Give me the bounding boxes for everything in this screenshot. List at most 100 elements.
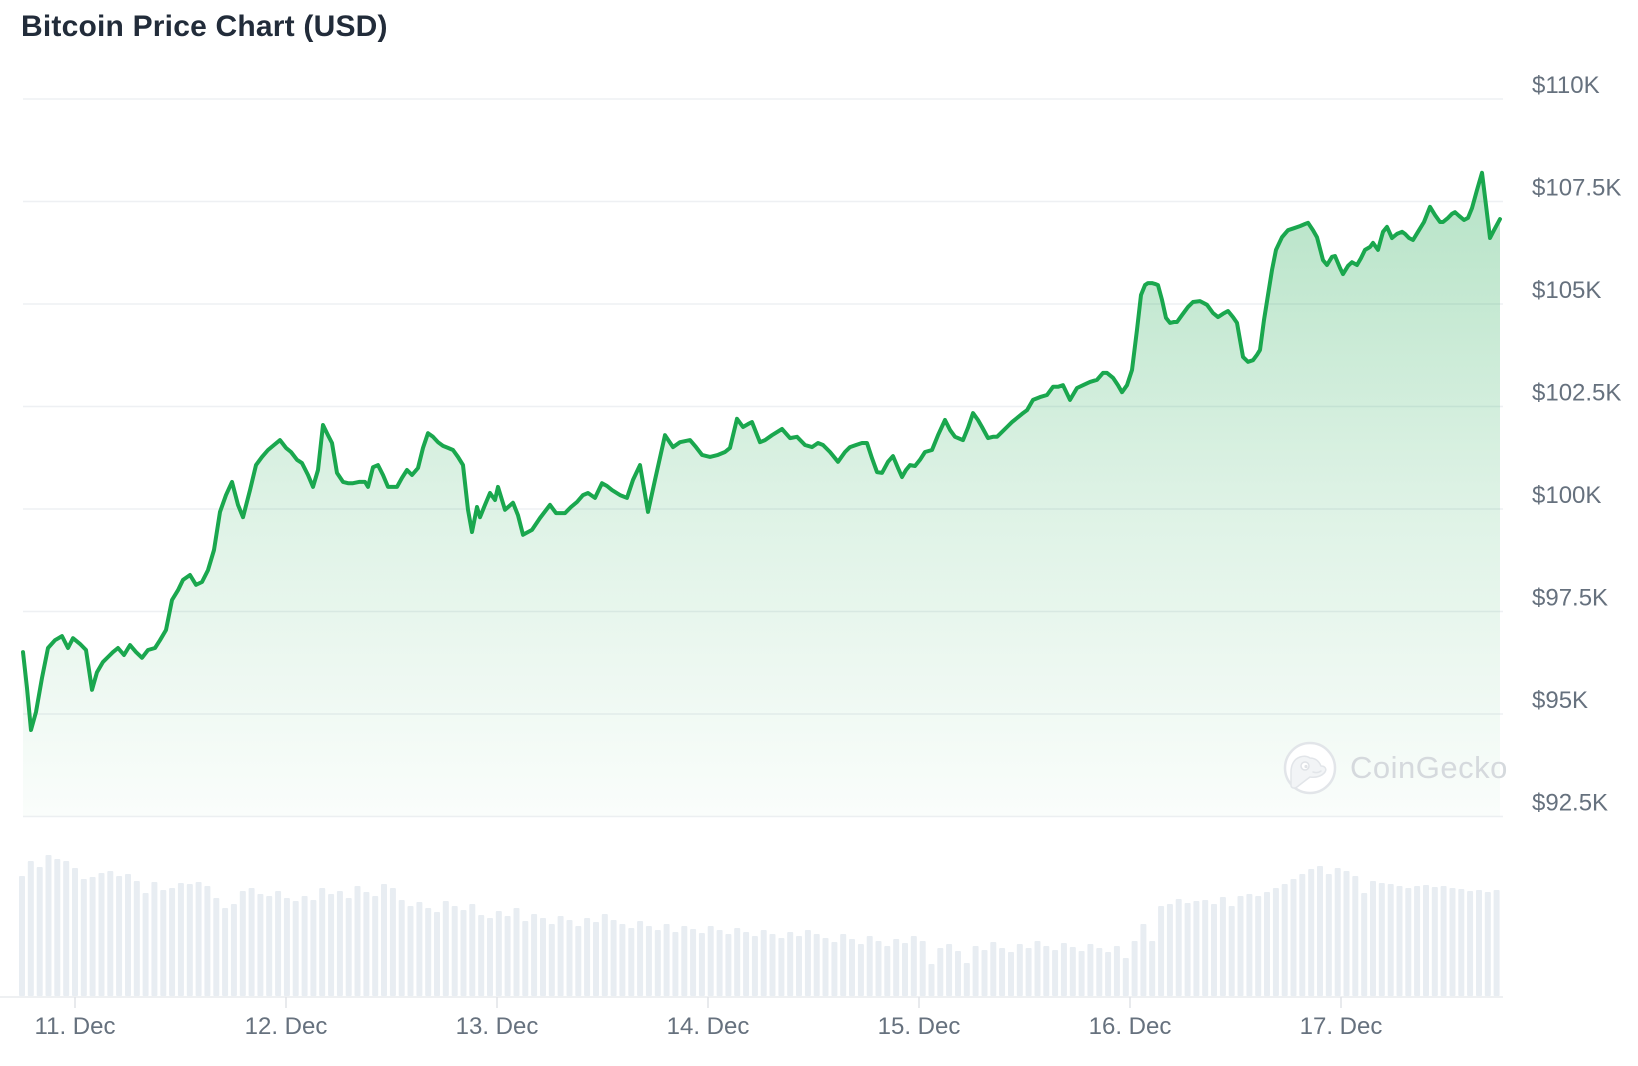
volume-bar <box>716 930 723 996</box>
volume-bar <box>204 886 211 996</box>
volume-bar <box>1325 874 1332 996</box>
volume-bar <box>275 891 282 996</box>
volume-bar <box>875 941 882 996</box>
volume-bar <box>107 871 114 996</box>
volume-bar <box>328 894 335 996</box>
volume-bar <box>80 879 87 996</box>
volume-bar <box>19 876 25 996</box>
volume-bar <box>575 926 582 996</box>
volume-bar <box>1052 950 1059 996</box>
volume-bar <box>336 891 343 996</box>
volume-bar <box>186 884 193 996</box>
volume-bar <box>292 901 299 996</box>
volume-bar <box>1131 941 1138 996</box>
volume-bar <box>1317 866 1323 996</box>
volume-bar <box>1458 889 1465 996</box>
volume-bar <box>857 944 864 996</box>
price-area-fill <box>23 172 1500 817</box>
volume-bar <box>1246 894 1253 996</box>
x-axis-label: 11. Dec <box>35 1013 116 1040</box>
volume-bar <box>1096 948 1103 996</box>
x-axis-label: 15. Dec <box>878 1013 961 1040</box>
x-axis-label: 16. Dec <box>1089 1013 1172 1040</box>
volume-bar <box>1431 887 1438 996</box>
volume-bar <box>1414 886 1421 996</box>
volume-bar <box>1008 952 1014 996</box>
volume-bar <box>1043 946 1050 996</box>
volume-bar <box>1370 881 1376 996</box>
volume-bar <box>557 916 564 996</box>
volume-bar <box>548 924 555 996</box>
volume-bar <box>1476 890 1482 996</box>
volume-bar <box>734 928 741 996</box>
volume-bar <box>610 920 617 996</box>
volume-bar <box>681 926 688 996</box>
volume-bar <box>1105 952 1112 996</box>
volume-bar <box>725 934 732 996</box>
volume-bar <box>169 888 176 996</box>
x-axis-label: 13. Dec <box>456 1013 539 1040</box>
volume-bar <box>27 861 34 996</box>
volume-bar <box>593 922 599 996</box>
volume-bar <box>999 948 1006 996</box>
volume-bar <box>442 901 449 996</box>
volume-bar <box>177 883 184 996</box>
volume-bar <box>928 964 935 996</box>
volume-bar <box>690 929 697 996</box>
volume-bar <box>1166 904 1173 996</box>
volume-bar <box>222 908 229 996</box>
volume-bar <box>628 928 635 996</box>
volume-bar <box>910 936 917 996</box>
volume-bar <box>787 932 794 996</box>
volume-bar <box>54 859 61 996</box>
volume-bar <box>769 934 776 996</box>
volume-bar <box>504 916 511 996</box>
x-axis-label: 14. Dec <box>667 1013 750 1040</box>
volume-bar <box>1034 941 1041 996</box>
volume-bar <box>116 876 123 996</box>
volume-bar <box>822 938 829 996</box>
y-axis-label: $92.5K <box>1532 790 1608 817</box>
volume-bar <box>1202 900 1209 996</box>
volume-bar <box>584 918 591 996</box>
volume-bar <box>946 944 953 996</box>
y-axis-label: $95K <box>1532 687 1588 714</box>
volume-bar <box>230 904 237 996</box>
volume-bar <box>902 943 908 996</box>
volume-bar <box>125 874 131 996</box>
volume-bar <box>266 896 273 996</box>
volume-bar <box>1405 888 1412 996</box>
volume-bar <box>1334 868 1341 996</box>
volume-bar <box>1025 948 1032 996</box>
volume-bar <box>1237 896 1244 996</box>
volume-bar <box>398 900 405 996</box>
volume-bar <box>937 948 944 996</box>
volume-bar <box>310 900 317 996</box>
volume-bar <box>813 934 820 996</box>
volume-bar <box>796 936 802 996</box>
volume-bar <box>469 904 476 996</box>
volume-bar <box>919 941 926 996</box>
volume-bar <box>955 951 961 996</box>
volume-bar <box>1343 871 1350 996</box>
volume-bar <box>698 933 705 996</box>
volume-bar <box>990 942 997 996</box>
volume-bar <box>319 888 326 996</box>
volume-bar <box>760 930 767 996</box>
volume-bar <box>513 908 520 996</box>
volume-bar <box>531 914 538 996</box>
y-axis-label: $110K <box>1532 72 1600 99</box>
volume-bar <box>487 918 493 996</box>
y-axis-label: $105K <box>1532 277 1601 304</box>
volume-bar <box>1149 941 1156 996</box>
volume-bar <box>654 930 661 996</box>
volume-bar <box>1449 888 1456 996</box>
volume-bar <box>1361 893 1368 996</box>
volume-bar <box>743 932 750 996</box>
volume-bar <box>72 868 78 996</box>
volume-bar <box>1387 884 1394 996</box>
volume-bar <box>522 921 529 996</box>
